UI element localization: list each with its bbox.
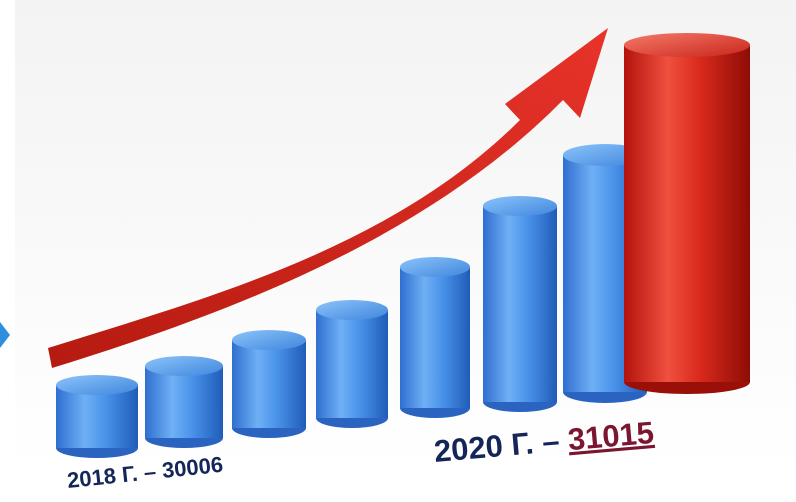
label-value: 30006 [161, 452, 224, 483]
label-value: 31015 [566, 415, 655, 457]
trend-arrow [48, 28, 608, 368]
chevron [0, 322, 10, 348]
cylinders [56, 33, 750, 458]
